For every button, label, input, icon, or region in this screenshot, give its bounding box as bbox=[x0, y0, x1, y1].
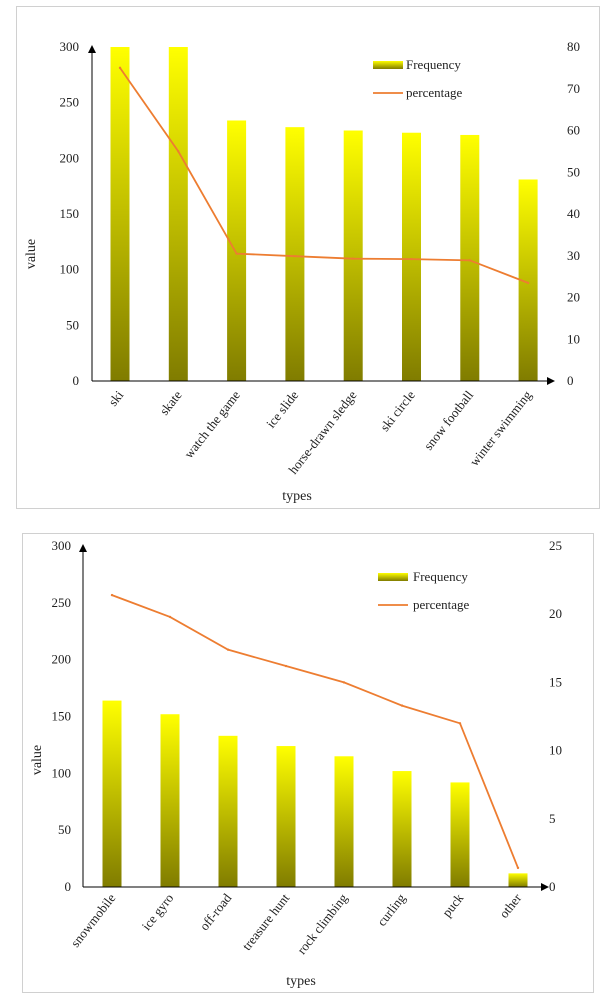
y-axis-arrow-icon bbox=[79, 544, 87, 552]
legend-frequency-label: Frequency bbox=[413, 569, 468, 584]
y-axis-title: value bbox=[30, 745, 45, 775]
bar-other bbox=[508, 873, 528, 887]
y2-tick-label: 25 bbox=[549, 538, 562, 553]
y-tick-label: 200 bbox=[52, 652, 72, 667]
percentage-point bbox=[226, 648, 230, 651]
y-tick-label: 300 bbox=[52, 538, 72, 553]
bar-ski bbox=[110, 47, 130, 381]
y-axis-title: value bbox=[24, 239, 39, 269]
percentage-point bbox=[400, 704, 404, 707]
y-tick-label: 250 bbox=[52, 595, 72, 610]
chart-2: 0 50 100 150 200 250 300 0 5 10 15 20 25 snowmobile ic… bbox=[30, 538, 562, 989]
x-axis-arrow-icon bbox=[547, 377, 555, 385]
x-category-label: ice gyro bbox=[139, 891, 177, 934]
legend-frequency-swatch bbox=[378, 573, 408, 581]
percentage-line bbox=[119, 67, 529, 284]
percentage-point bbox=[168, 615, 172, 619]
legend-frequency-swatch bbox=[373, 61, 403, 69]
y-tick-label: 150 bbox=[60, 206, 80, 221]
y2-tick-label: 0 bbox=[549, 879, 556, 894]
bar-horse-drawn-sledge bbox=[343, 130, 363, 381]
percentage-point bbox=[284, 664, 288, 668]
x-axis-arrow-icon bbox=[541, 883, 549, 891]
bar-puck bbox=[450, 782, 470, 887]
y-tick-label: 250 bbox=[60, 95, 80, 110]
y2-tick-label: 10 bbox=[549, 743, 562, 758]
y2-tick-label: 30 bbox=[567, 248, 580, 263]
legend-percentage-label: percentage bbox=[406, 85, 463, 100]
y2-tick-label: 0 bbox=[567, 373, 574, 388]
x-axis-title: types bbox=[282, 489, 312, 504]
bar-treasure-hunt bbox=[276, 746, 296, 887]
y-tick-label: 50 bbox=[58, 822, 71, 837]
y-tick-label: 0 bbox=[73, 373, 80, 388]
percentage-point bbox=[235, 252, 238, 255]
legend-percentage-label: percentage bbox=[413, 597, 470, 612]
y-axis-arrow-icon bbox=[88, 45, 96, 53]
percentage-point bbox=[293, 254, 297, 258]
y2-tick-label: 50 bbox=[567, 164, 580, 179]
x-category-label: watch the game bbox=[181, 387, 243, 461]
x-category-label: off-road bbox=[196, 890, 234, 933]
y2-tick-label: 5 bbox=[549, 811, 556, 826]
chart-1: 0 50 100 150 200 250 300 0 10 20 30 40 50 60 70 80 ski sk… bbox=[24, 39, 580, 504]
y2-tick-label: 40 bbox=[567, 206, 580, 221]
y2-tick-label: 15 bbox=[549, 674, 562, 689]
bar-ski-circle bbox=[402, 132, 421, 381]
chart-panel-2: 0 50 100 150 200 250 300 0 5 10 15 20 25 snowmobile ic… bbox=[22, 533, 594, 993]
bar-ice-gyro bbox=[160, 714, 180, 887]
x-category-label: snow football bbox=[421, 387, 477, 453]
y-tick-label: 0 bbox=[65, 879, 72, 894]
y2-tick-label: 20 bbox=[549, 606, 562, 621]
bar-ice-slide bbox=[285, 127, 305, 381]
x-axis-title: types bbox=[286, 974, 316, 989]
y2-tick-label: 10 bbox=[567, 331, 580, 346]
percentage-point bbox=[410, 257, 413, 261]
chart-panel-1: 0 50 100 150 200 250 300 0 10 20 30 40 50 60 70 80 ski sk… bbox=[16, 6, 600, 509]
percentage-point bbox=[110, 593, 114, 597]
y-tick-label: 200 bbox=[60, 150, 80, 165]
x-category-label: curling bbox=[374, 890, 409, 929]
bar-watch-the-game bbox=[227, 120, 247, 381]
bar-off-road bbox=[218, 735, 238, 887]
x-category-label: rock climbing bbox=[294, 890, 351, 957]
x-category-label: other bbox=[496, 890, 525, 921]
y-tick-label: 150 bbox=[52, 709, 72, 724]
percentage-point bbox=[468, 259, 471, 262]
y2-tick-label: 60 bbox=[567, 123, 580, 138]
y-tick-label: 300 bbox=[60, 39, 80, 54]
bar-snow-football bbox=[460, 134, 480, 381]
x-category-label: ski bbox=[105, 387, 126, 408]
bar-winter-swimming bbox=[518, 179, 538, 381]
x-category-label: puck bbox=[439, 890, 467, 920]
percentage-point bbox=[342, 681, 346, 684]
percentage-line bbox=[111, 594, 519, 869]
y-tick-label: 50 bbox=[66, 317, 79, 332]
y2-tick-label: 80 bbox=[567, 39, 580, 54]
percentage-point bbox=[526, 281, 530, 285]
y-tick-label: 100 bbox=[52, 765, 72, 780]
x-category-label: ice slide bbox=[263, 387, 301, 430]
bar-skate bbox=[168, 47, 188, 381]
x-category-label: skate bbox=[156, 387, 184, 417]
legend-frequency-label: Frequency bbox=[406, 57, 461, 72]
x-category-label: snowmobile bbox=[67, 890, 118, 949]
x-category-label: ski circle bbox=[377, 387, 418, 434]
percentage-point bbox=[352, 257, 355, 260]
x-category-label: treasure hunt bbox=[239, 890, 293, 953]
y2-tick-label: 70 bbox=[567, 81, 580, 96]
y2-tick-label: 20 bbox=[567, 290, 580, 305]
percentage-point bbox=[177, 150, 180, 153]
percentage-point bbox=[458, 722, 462, 725]
y-tick-label: 100 bbox=[60, 262, 80, 277]
percentage-point bbox=[516, 866, 520, 870]
bar-rock-climbing bbox=[334, 756, 354, 887]
bar-curling bbox=[392, 771, 412, 887]
x-category-label: winter swimming bbox=[466, 387, 534, 469]
bar-snowmobile bbox=[102, 700, 122, 887]
percentage-point bbox=[118, 66, 122, 70]
